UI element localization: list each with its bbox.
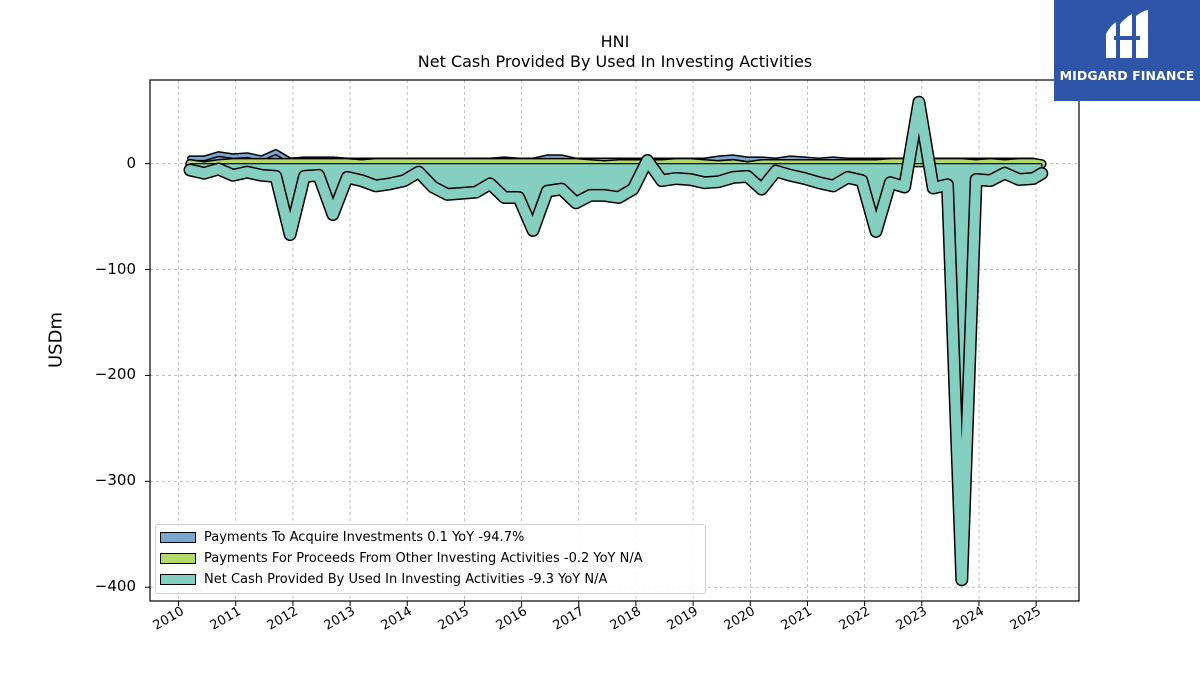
y-tick-label: −300	[94, 471, 136, 490]
y-tick-label: −100	[94, 259, 136, 278]
chart-title: HNI	[600, 32, 630, 51]
legend-swatch-other-investing	[160, 553, 196, 564]
y-tick-label: −400	[94, 577, 136, 596]
y-tick-label: 0	[126, 153, 136, 172]
logo-text: MIDGARD FINANCE	[1059, 68, 1195, 83]
legend-swatch-investments	[160, 532, 196, 543]
y-axis-label: USDm	[45, 312, 67, 368]
legend-swatch-net-cash	[160, 574, 196, 585]
legend-label-other-investing: Payments For Proceeds From Other Investi…	[204, 551, 643, 566]
legend-item-net-cash: Net Cash Provided By Used In Investing A…	[160, 571, 607, 588]
series-net-cash-line	[185, 97, 1047, 585]
legend: Payments To Acquire Investments 0.1 YoY …	[155, 524, 706, 594]
legend-label-investments: Payments To Acquire Investments 0.1 YoY …	[204, 530, 525, 545]
y-tick-label: −200	[94, 365, 136, 384]
midgard-finance-logo: MIDGARD FINANCE	[1054, 0, 1200, 101]
legend-label-net-cash: Net Cash Provided By Used In Investing A…	[204, 572, 608, 587]
chart-subtitle: Net Cash Provided By Used In Investing A…	[417, 52, 813, 71]
plot-frame	[149, 79, 1080, 602]
legend-item-other-investing: Payments For Proceeds From Other Investi…	[160, 550, 643, 567]
legend-item-investments: Payments To Acquire Investments 0.1 YoY …	[160, 529, 524, 546]
logo-mark-icon	[1106, 10, 1148, 58]
